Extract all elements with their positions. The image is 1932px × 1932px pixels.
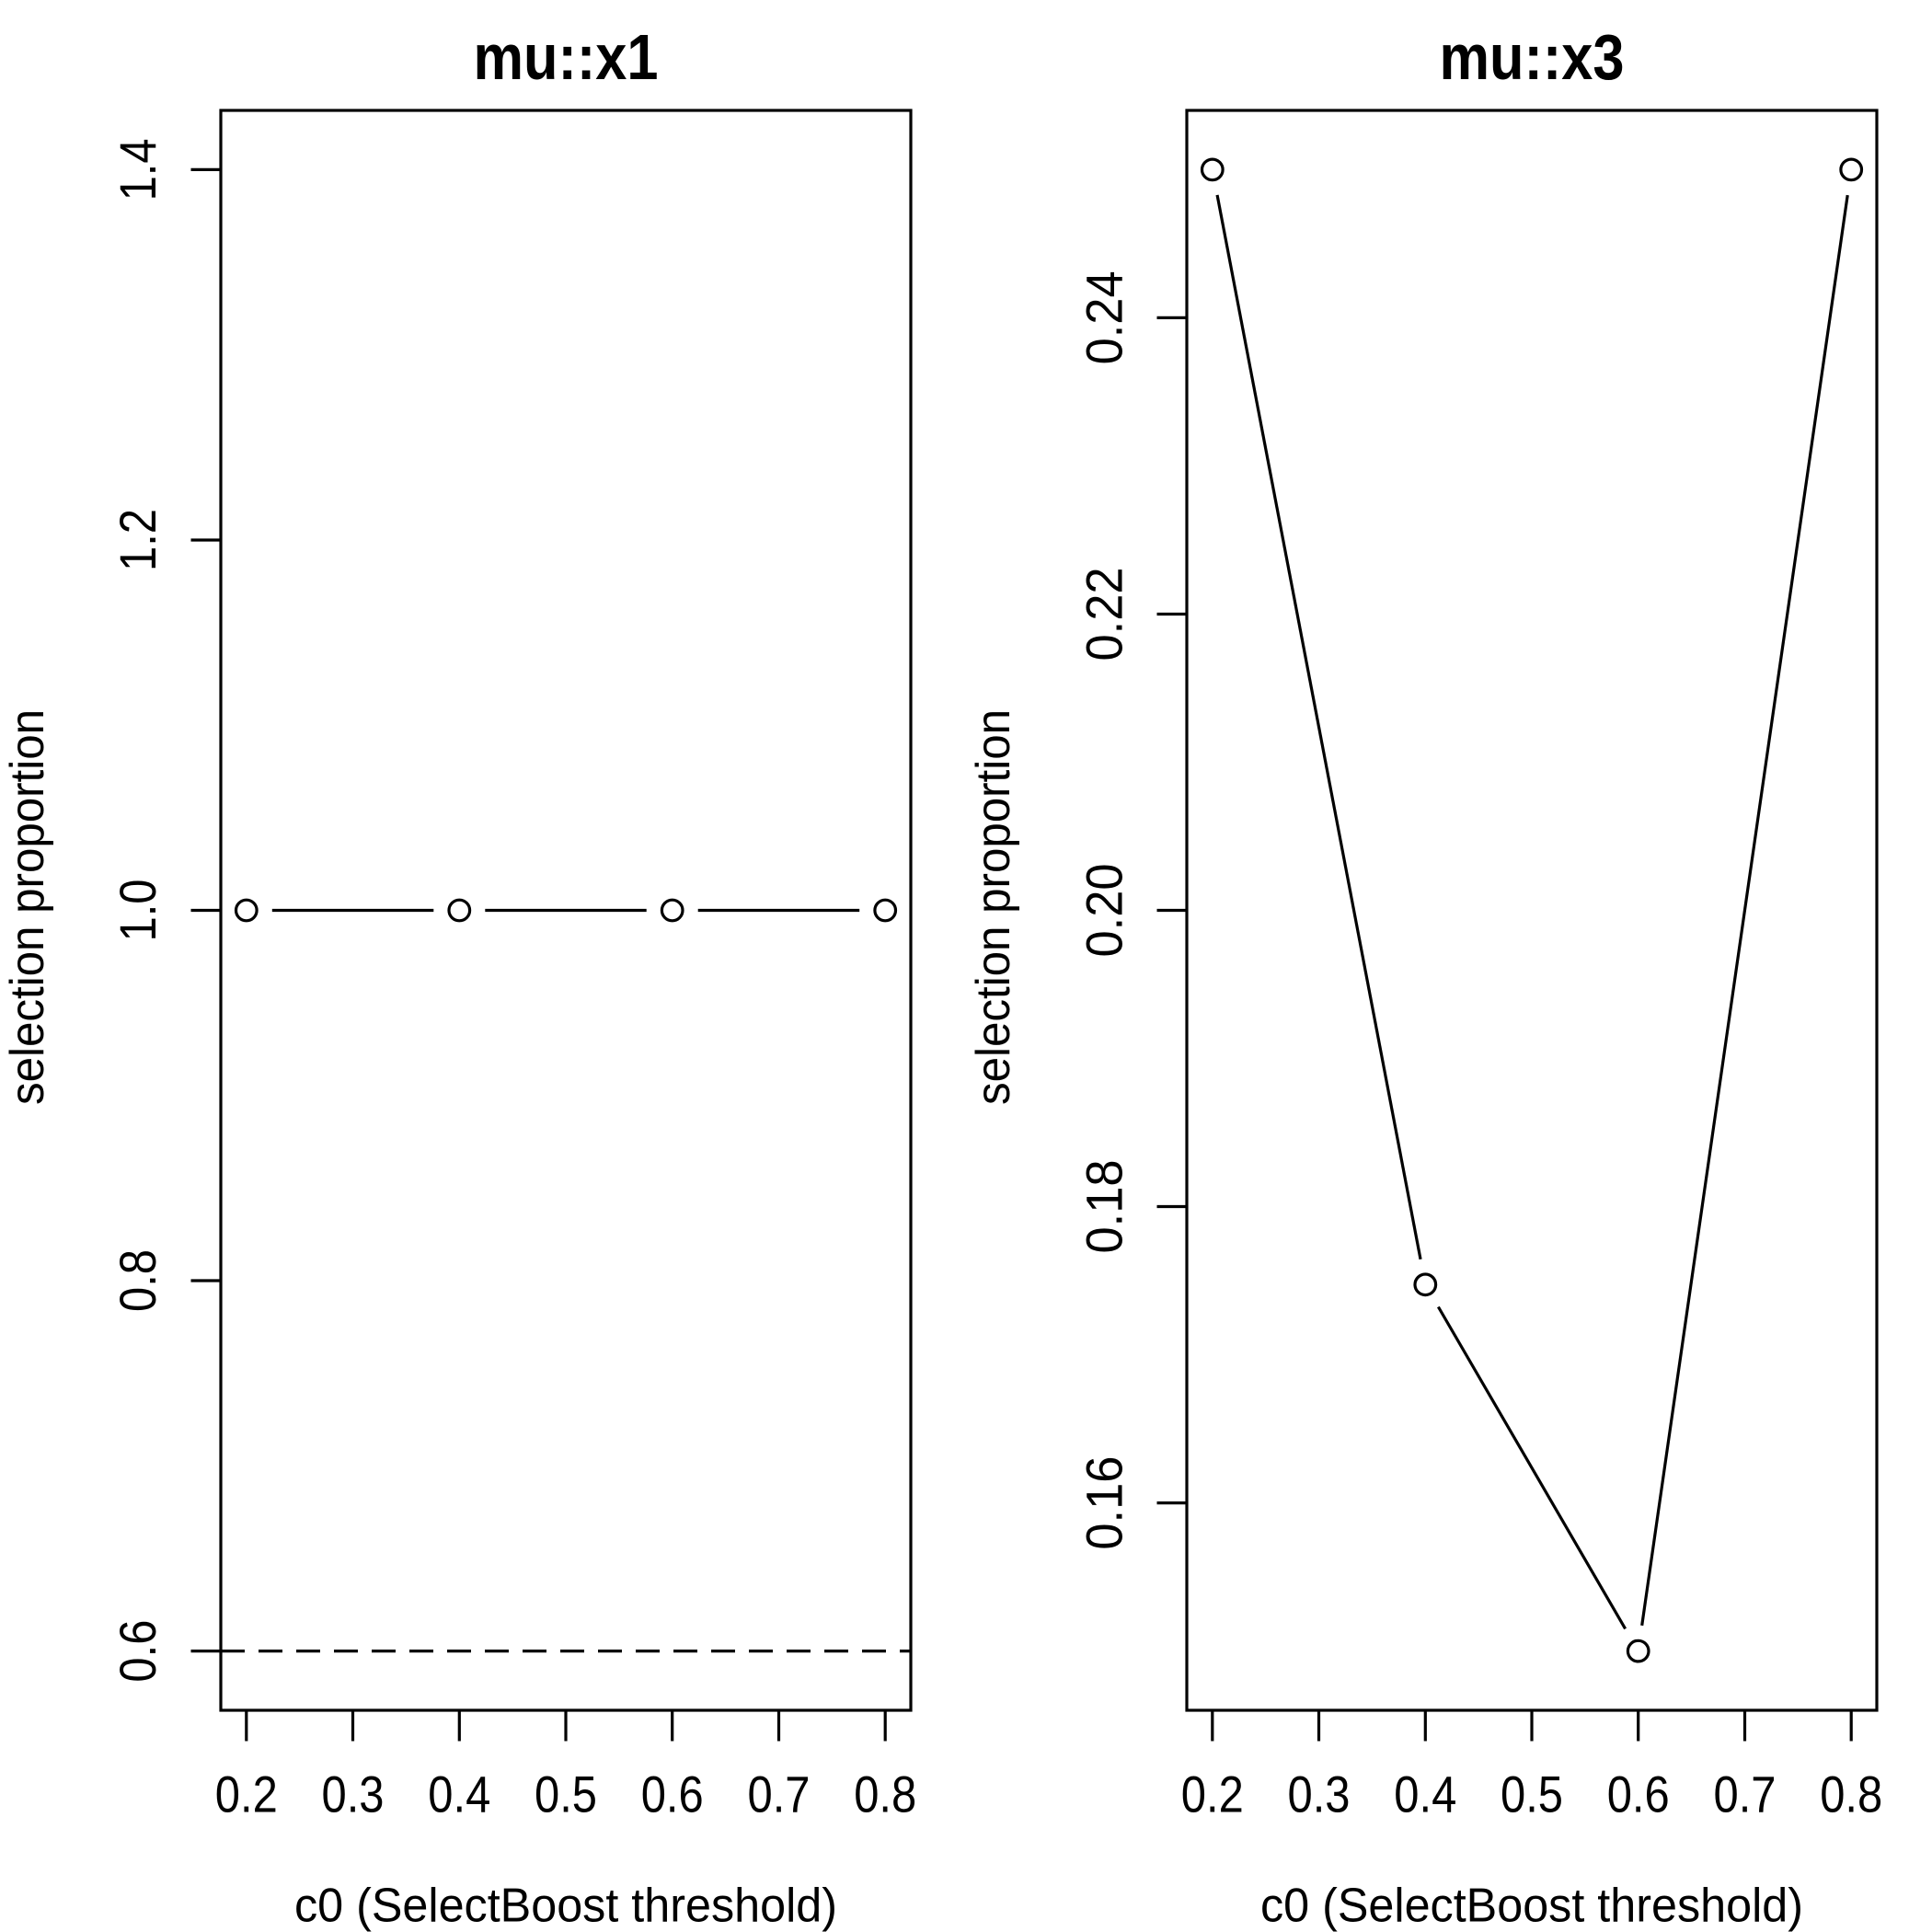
- svg-text:1.4: 1.4: [109, 138, 167, 201]
- svg-text:0.2: 0.2: [1181, 1765, 1244, 1823]
- svg-text:0.18: 0.18: [1075, 1160, 1133, 1254]
- svg-text:0.6: 0.6: [109, 1620, 167, 1683]
- svg-text:0.3: 0.3: [1288, 1765, 1351, 1823]
- svg-text:1.2: 1.2: [109, 509, 167, 571]
- svg-text:0.6: 0.6: [1607, 1765, 1670, 1823]
- svg-text:0.8: 0.8: [1820, 1765, 1882, 1823]
- svg-text:0.16: 0.16: [1075, 1456, 1133, 1550]
- svg-text:0.4: 0.4: [1394, 1765, 1456, 1823]
- svg-text:c0 (SelectBoost threshold): c0 (SelectBoost threshold): [1260, 1879, 1803, 1932]
- svg-text:0.24: 0.24: [1075, 270, 1133, 364]
- svg-text:0.2: 0.2: [215, 1765, 278, 1823]
- svg-text:0.4: 0.4: [428, 1765, 490, 1823]
- svg-text:selection proportion: selection proportion: [966, 709, 1019, 1105]
- svg-text:0.7: 0.7: [1714, 1765, 1777, 1823]
- svg-text:1.0: 1.0: [109, 880, 167, 942]
- svg-text:0.20: 0.20: [1075, 864, 1133, 958]
- svg-text:mu::x3: mu::x3: [1440, 21, 1625, 93]
- svg-text:0.5: 0.5: [1501, 1765, 1563, 1823]
- svg-text:0.8: 0.8: [109, 1249, 167, 1312]
- svg-text:mu::x1: mu::x1: [474, 21, 659, 93]
- svg-text:0.5: 0.5: [535, 1765, 597, 1823]
- svg-text:0.22: 0.22: [1075, 568, 1133, 661]
- svg-text:selection proportion: selection proportion: [0, 709, 53, 1105]
- svg-text:0.6: 0.6: [641, 1765, 704, 1823]
- svg-text:0.3: 0.3: [322, 1765, 385, 1823]
- svg-text:0.7: 0.7: [748, 1765, 811, 1823]
- svg-text:c0 (SelectBoost threshold): c0 (SelectBoost threshold): [294, 1879, 837, 1932]
- svg-text:0.8: 0.8: [854, 1765, 916, 1823]
